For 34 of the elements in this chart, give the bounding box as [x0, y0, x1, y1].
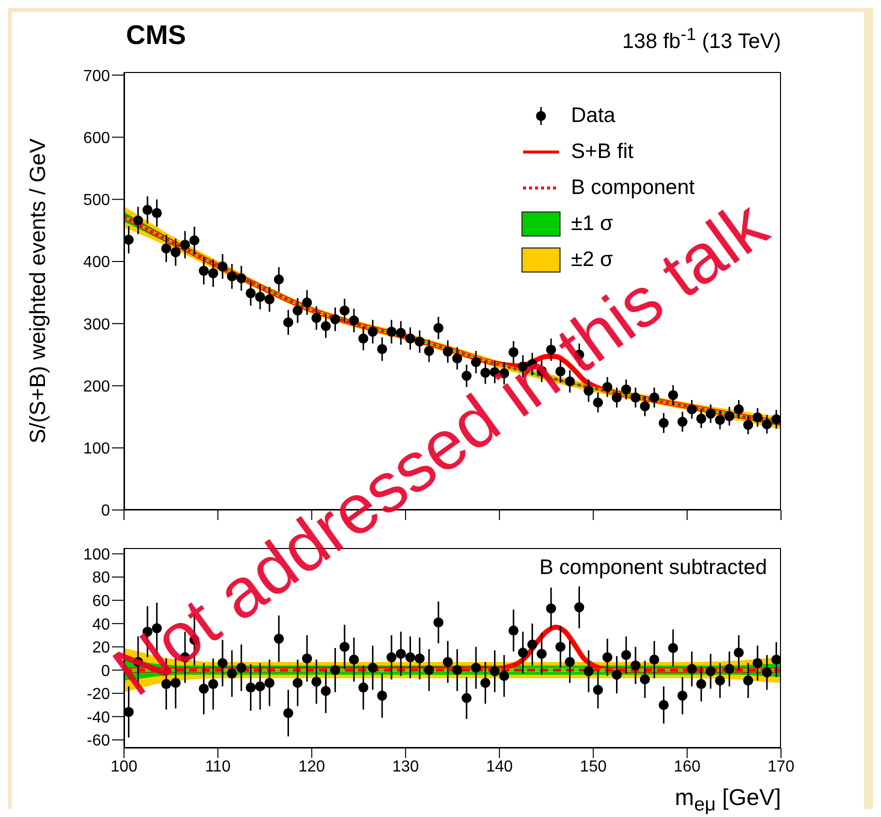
x-tick-label: 130	[392, 758, 420, 776]
x-tick-label: 140	[486, 758, 513, 776]
legend-label: B component	[571, 176, 695, 200]
annotation: B component subtracted	[539, 556, 767, 580]
chart-subtitle: 138 fb$^{-1}$ (13 TeV)	[622, 24, 781, 54]
chart-title: CMS	[126, 20, 186, 51]
y-tick-label: 0	[101, 662, 110, 680]
x-tick-label: 170	[768, 758, 794, 776]
x-tick-label: 160	[674, 758, 701, 776]
y-tick-label: 0	[101, 502, 110, 520]
y-tick-label: -20	[86, 686, 110, 704]
y-tick-label: 700	[83, 68, 110, 85]
y-tick-label: 20	[92, 640, 110, 657]
x-tick-label: 120	[298, 758, 326, 776]
y-tick-label: 300	[83, 316, 110, 334]
y-tick-label: 80	[92, 570, 110, 587]
y-tick-label: 40	[92, 616, 110, 634]
x-axis-title: m$_{eμ}$ [GeV]	[674, 784, 781, 817]
y-tick-label: -60	[86, 732, 110, 750]
legend-label: ±1 σ	[571, 212, 613, 236]
y-tick-label: 200	[83, 378, 110, 396]
y-tick-label: -40	[86, 709, 110, 726]
legend-label: ±2 σ	[571, 248, 613, 272]
y-tick-label: 500	[83, 192, 110, 210]
y-tick-label: 60	[92, 593, 110, 610]
x-tick-label: 110	[205, 758, 231, 776]
y-tick-label: 400	[83, 254, 110, 272]
y-tick-label: 100	[83, 546, 110, 564]
legend-label: Data	[571, 104, 616, 128]
x-tick-label: 150	[580, 758, 607, 776]
y-tick-label: 600	[83, 130, 110, 147]
legend-label: S+B fit	[571, 140, 634, 164]
y-axis-title: S/(S+B) weighted events / GeV	[25, 138, 51, 444]
y-tick-label: 100	[83, 440, 110, 458]
